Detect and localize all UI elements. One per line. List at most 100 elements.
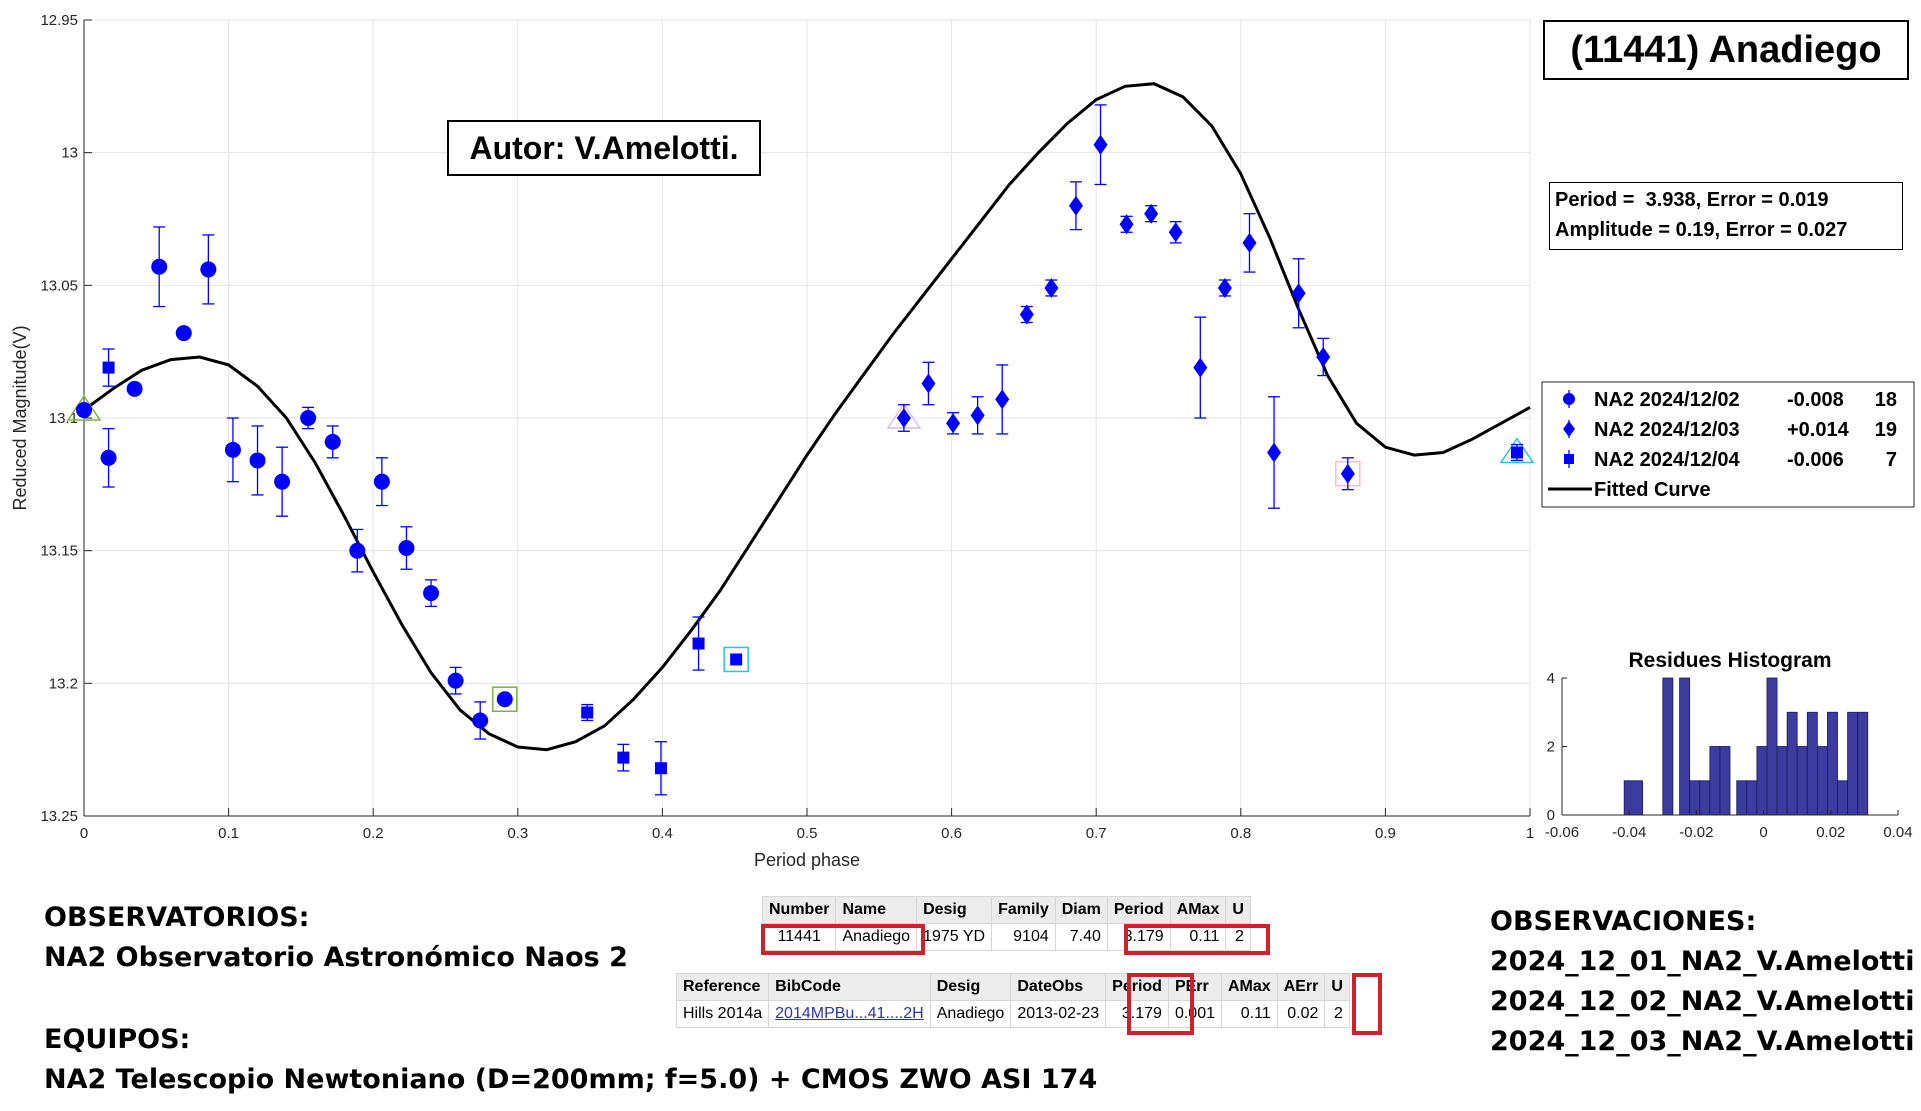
data-point-circle [496,691,513,708]
cell-desig: 1975 YD [916,923,993,951]
cell-bibcode[interactable]: 2014MPBu...41....2H [768,1000,931,1028]
col-desig: Desig [929,973,1012,1001]
data-point-square [654,762,667,775]
x-tick-label: 0.3 [507,825,528,842]
data-point-diamond [1144,203,1159,224]
col-amax: AMax [1169,896,1227,924]
equipos-line: NA2 Telescopio Newtoniano (D=200mm; f=5.… [44,1064,1098,1095]
legend-diamond-marker [1563,421,1575,437]
histogram-bar [1827,711,1838,816]
y-axis-label: Reduced Magnitude(V) [10,325,30,510]
histogram-bar [1709,746,1721,816]
histogram-bar [1756,746,1768,816]
histogram-x-tick-label: -0.04 [1612,824,1646,841]
table-header-row: Number Name Desig Family Diam Period AMa… [761,896,1251,924]
data-point-diamond [995,389,1010,410]
histogram-x-tick-label: -0.02 [1679,824,1713,841]
legend-circle-marker [1563,393,1575,405]
y-tick-label: 13.05 [40,277,78,294]
legend-box [1541,381,1915,508]
data-point-diamond [1267,442,1282,463]
cell-amax: 0.11 [1169,923,1227,951]
histogram-bar [1699,780,1711,816]
cell-period: 3.179 [1106,923,1171,951]
legend-square-marker [1564,454,1574,464]
observaciones-block: OBSERVACIONES: 2024_12_01_NA2_V.Amelotti… [1490,902,1914,1062]
x-tick-label: 0.1 [218,825,239,842]
col-bibcode: BibCode [768,973,931,1001]
col-u: U [1324,973,1350,1001]
table-header-row: Reference BibCode Desig DateObs Period P… [675,973,1350,1001]
legend-series-name: NA2 2024/12/02 [1594,389,1740,411]
legend-fitted-label: Fitted Curve [1594,479,1711,501]
lightcurve-plot: 0 0.1 0.2 0.3 0.4 0.5 0.6 0.7 0.8 0.9 1 12.95 13 13.0… [10,12,1535,870]
data-point-diamond [896,408,911,428]
cell-desig: Anadiego [929,1000,1012,1028]
data-point-square [617,751,630,764]
data-point-diamond [1019,304,1034,325]
histogram-bar [1786,711,1798,816]
cell-amax: 0.11 [1221,1000,1278,1028]
data-point-square [730,653,743,666]
object-title: (11441) Anadiego [1543,20,1909,80]
cell-family: 9104 [991,923,1056,951]
histogram-bar [1679,677,1691,816]
cell-name: Anadiego [835,923,918,951]
data-point-square [102,361,115,374]
data-point-diamond [946,413,961,434]
observatorios-line: NA2 Observatorio Astronómico Naos 2 [44,942,628,973]
data-point-circle [472,712,489,729]
data-point-circle [76,402,92,419]
observaciones-line-1: 2024_12_01_NA2_V.Amelotti [1490,946,1915,977]
lcdb-reference-table: Reference BibCode Desig DateObs Period P… [675,973,1350,1028]
data-point-circle [151,258,168,275]
equipos-block: EQUIPOS: NA2 Telescopio Newtoniano (D=20… [44,1020,1097,1100]
data-point-circle [100,449,117,466]
col-reference: Reference [675,973,770,1001]
bibcode-link[interactable]: 2014MPBu...41....2H [775,1005,924,1022]
data-point-diamond [970,405,985,426]
histogram-bar [1766,677,1778,816]
observaciones-line-2: 2024_12_02_NA2_V.Amelotti [1490,986,1915,1017]
data-point-diamond [1068,195,1083,216]
y-tick-label: 13 [61,145,78,162]
fit-info-box: Period = 3.938, Error = 0.019 Amplitude … [1549,182,1903,250]
y-tick-label: 13.15 [40,543,78,560]
cell-u: 2 [1324,1000,1350,1028]
histogram-bar [1806,711,1818,816]
fit-amplitude-line: Amplitude = 0.19, Error = 0.027 [1555,219,1848,241]
fitted-curve-line [83,82,1531,752]
data-point-diamond [1291,283,1306,304]
x-tick-label: 0.8 [1230,825,1251,842]
histogram-bar [1623,780,1644,816]
cell-reference: Hills 2014a [675,1000,770,1028]
histogram-x-tick-label: 0.04 [1883,824,1912,841]
author-label: Autor: V.Amelotti. [447,120,761,176]
observaciones-line-3: 2024_12_03_NA2_V.Amelotti [1490,1026,1915,1057]
cell-number: 11441 [761,923,837,951]
legend-series-name: NA2 2024/12/03 [1594,419,1740,441]
histogram-y-tick-label: 2 [1547,739,1555,756]
col-dateobs: DateObs [1010,973,1107,1001]
data-point-diamond [1193,357,1208,378]
x-tick-label: 0.2 [363,825,384,842]
histogram-bar [1719,746,1731,816]
histogram-title: Residues Histogram [1628,649,1831,672]
reference-triangle-marker [66,394,102,421]
y-tick-label: 12.95 [40,12,78,29]
data-point-circle [249,452,266,469]
col-u: U [1225,896,1251,924]
cell-dateobs: 2013-02-23 [1010,1000,1107,1028]
observatorios-heading: OBSERVATORIOS: [44,902,310,933]
col-desig: Desig [916,896,993,924]
reference-triangle-marker [1499,437,1535,464]
observatorios-block: OBSERVATORIOS: NA2 Observatorio Astronóm… [44,898,628,978]
histogram-bar [1736,780,1748,816]
cell-diam: 7.40 [1054,923,1108,951]
x-tick-label: 0.9 [1375,825,1396,842]
x-tick-label: 0.7 [1086,825,1107,842]
cell-u: 2 [1225,923,1251,951]
data-point-circle [126,380,143,397]
x-tick-label: 0.6 [941,825,962,842]
y-tick-label: 13.1 [49,410,78,427]
